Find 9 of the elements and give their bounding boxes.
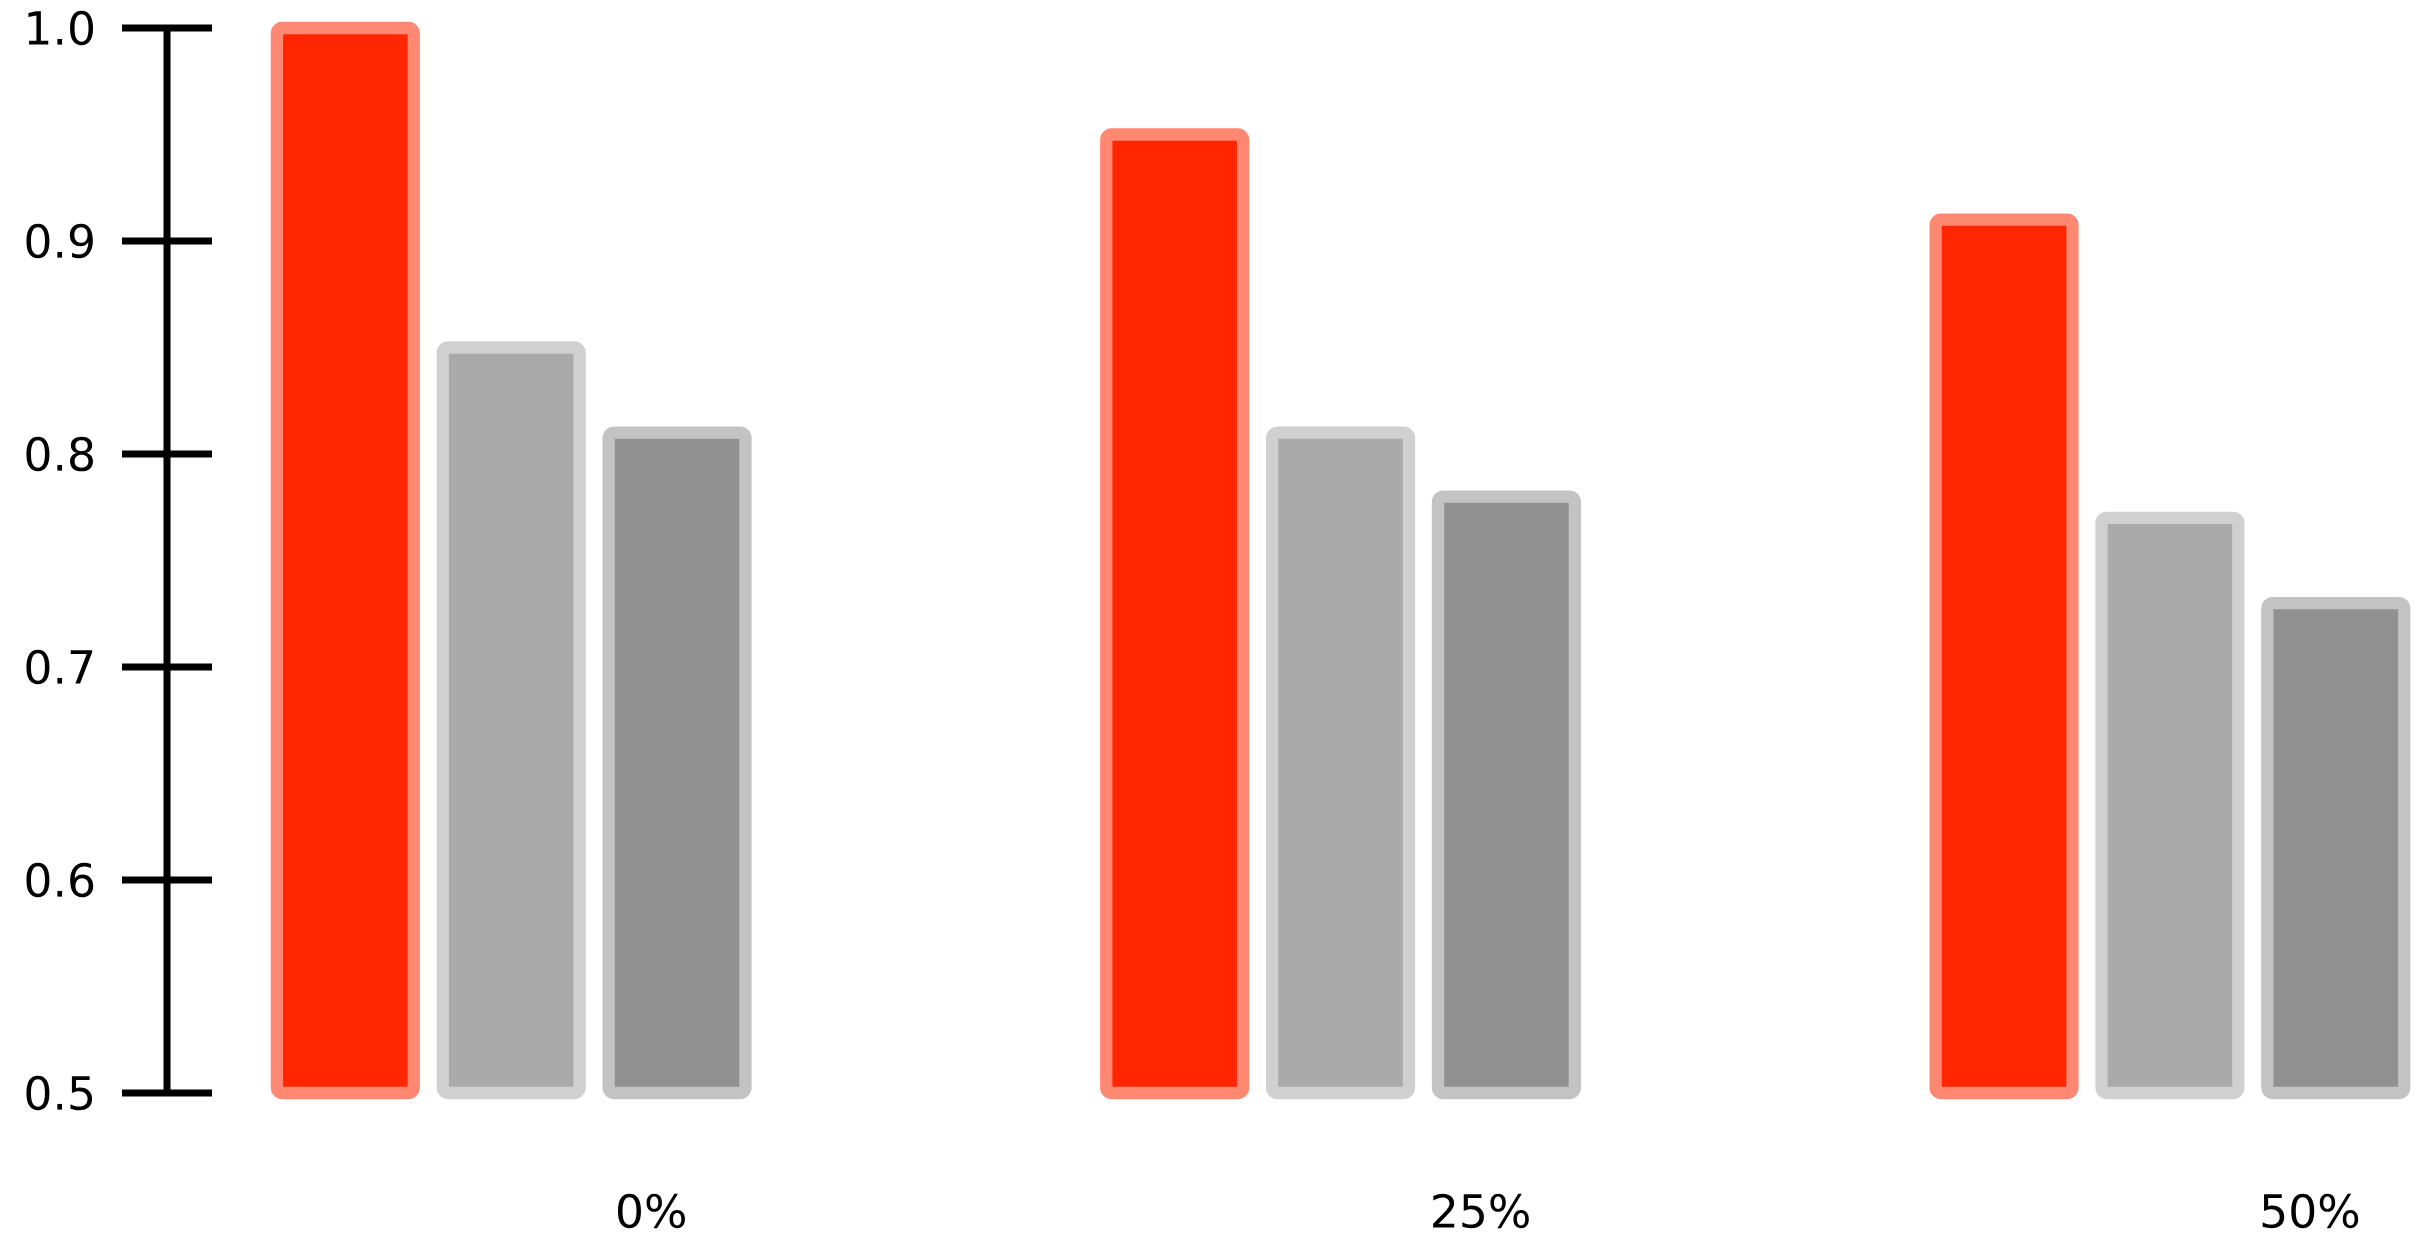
y-tick-label: 1.0 — [28, 10, 94, 46]
y-tick-label: 0.5 — [26, 1075, 93, 1111]
y-tick-label: 0.9 — [26, 223, 93, 259]
x-tick-label: 50% — [2262, 1193, 2359, 1229]
y-tick-label: 0.6 — [26, 862, 94, 898]
y-tick-label: 0.7 — [26, 649, 93, 685]
x-tick-label: 25% — [1433, 1193, 1529, 1229]
x-tick-label: 0% — [617, 1193, 685, 1229]
y-tick-label: 0.8 — [26, 436, 93, 472]
